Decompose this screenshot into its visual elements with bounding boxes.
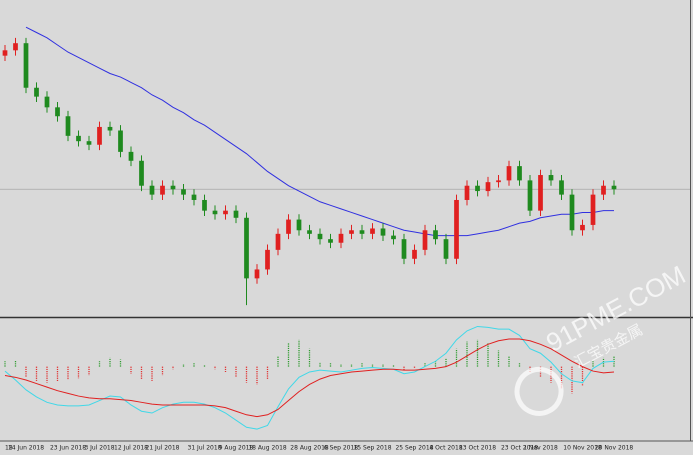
candle-body (170, 185, 176, 190)
x-tick-label: 14 Jun 2018 (8, 445, 44, 452)
x-tick-label: 15 Sep 2018 (353, 445, 391, 452)
candle-body (296, 219, 302, 231)
x-tick-label: 18 Aug 2018 (248, 445, 287, 452)
candle-body (191, 194, 197, 200)
candle-body (212, 210, 218, 215)
candle-body (13, 43, 18, 51)
candle-body (391, 235, 396, 240)
candle-body (181, 189, 186, 195)
candle-body (317, 233, 323, 240)
candle-body (443, 239, 449, 259)
candle-body (328, 239, 333, 243)
x-tick-label: 20 Nov 2018 (595, 445, 634, 452)
candle-body (359, 230, 365, 234)
x-tick-label: 12 Jul 2018 (114, 445, 148, 452)
candle-body (275, 233, 281, 250)
x-tick-label: 23 Jun 2018 (50, 445, 86, 452)
candle-body (23, 43, 29, 88)
candle-body (517, 166, 522, 181)
candle-body (548, 175, 554, 181)
candle-body (601, 185, 606, 195)
candle-body (107, 126, 113, 131)
candle-body (538, 175, 543, 211)
candle-body (464, 185, 470, 200)
indicator-line (4, 325, 615, 430)
candle-body (202, 199, 207, 211)
candle-body (86, 141, 92, 145)
candle-body (307, 230, 312, 234)
candle-body (2, 50, 8, 56)
candle-body (223, 210, 228, 215)
candle-body (76, 135, 81, 142)
x-tick-label: 1 Nov 2018 (523, 445, 558, 452)
candle-body (97, 126, 102, 145)
candle-body (422, 230, 428, 250)
x-tick-label: 31 Jul 2018 (188, 445, 222, 452)
candle-body (611, 185, 617, 190)
candle-body (370, 228, 375, 234)
candle-body (433, 230, 438, 240)
candle-body (44, 96, 50, 108)
candle-body (118, 130, 123, 152)
x-tick-label: 6 Sep 2018 (324, 445, 358, 452)
candle-body (233, 210, 239, 218)
candle-body (254, 269, 260, 279)
candle-body (580, 224, 585, 231)
candle-body (65, 116, 71, 136)
candle-body (380, 228, 386, 236)
candle-body (496, 180, 501, 183)
candle-body (265, 249, 270, 270)
candle-body (559, 180, 564, 195)
candle-body (527, 180, 533, 211)
x-tick-label: 9 Aug 2018 (219, 445, 254, 452)
candle-body (506, 166, 512, 181)
candle-body (139, 160, 144, 186)
x-tick-label: 18 (5, 445, 13, 452)
x-tick-label: 28 Aug 2018 (290, 445, 329, 452)
candle-body (412, 249, 417, 259)
watermark-logo (514, 366, 564, 416)
x-tick-label: 23 Oct 2018 (501, 445, 538, 452)
moving-average (25, 26, 614, 237)
candle-body (475, 185, 480, 192)
candle-body (485, 182, 491, 192)
x-tick-label: 21 Jul 2018 (146, 445, 180, 452)
x-tick-label: 13 Oct 2018 (459, 445, 496, 452)
x-tick-label: 3 Jul 2018 (84, 445, 114, 452)
candle-body (286, 219, 291, 234)
candle-body (244, 217, 249, 279)
x-tick-label: 10 Nov 2018 (563, 445, 602, 452)
candle-body (34, 87, 39, 97)
x-tick-label: 25 Sep 2018 (395, 445, 433, 452)
candle-body (338, 233, 344, 243)
candle-body (55, 107, 60, 117)
candle-body (569, 194, 575, 231)
candle-body (149, 185, 155, 195)
candle-body (401, 239, 407, 259)
candle-body (160, 185, 165, 195)
candle-body (454, 199, 459, 259)
candle-body (128, 151, 134, 161)
indicator-line (4, 338, 615, 418)
x-tick-label: 4 Oct 2018 (429, 445, 462, 452)
candle-body (590, 194, 596, 225)
candle-body (349, 230, 354, 234)
